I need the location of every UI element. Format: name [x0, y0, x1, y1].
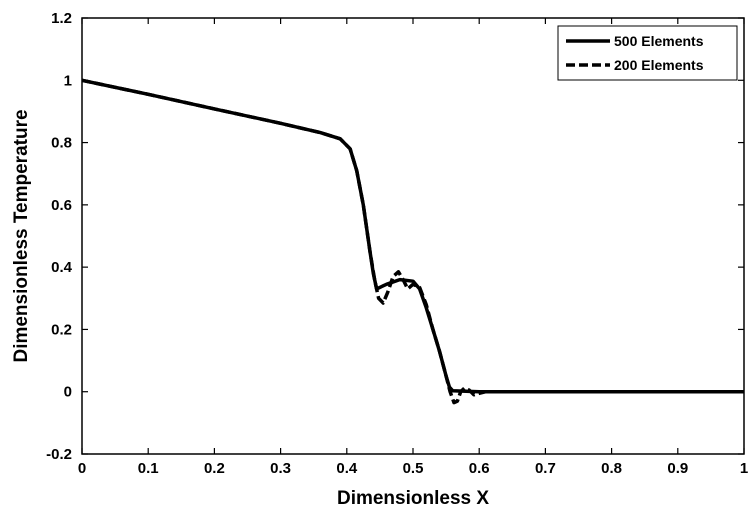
plot-area	[81, 17, 745, 455]
y-axis: -0.2 0 0.2 0.4 0.6 0.8 1 1.2	[46, 10, 744, 463]
y-tick-label: 0.8	[51, 135, 72, 152]
y-tick-label: 0.2	[51, 321, 72, 338]
series-line-500-elements	[81, 78, 744, 394]
legend: 500 Elements 200 Elements	[557, 25, 738, 81]
series-layer	[81, 78, 744, 405]
x-tick-label: 0.2	[204, 460, 225, 477]
x-tick-label: 0.8	[601, 460, 622, 477]
x-tick-label: 0	[78, 460, 86, 477]
x-axis-title: Dimensionless X	[337, 488, 489, 509]
y-tick-label: 0.6	[51, 197, 72, 214]
legend-box	[557, 25, 738, 81]
legend-label-500-elements: 500 Elements	[614, 33, 704, 49]
x-tick-label: 0.1	[138, 460, 159, 477]
x-tick-label: 0.9	[667, 460, 688, 477]
x-tick-label: 0.6	[469, 460, 490, 477]
x-tick-label: 0.3	[270, 460, 291, 477]
x-tick-label: 0.5	[403, 460, 424, 477]
y-tick-label: 0.4	[51, 259, 73, 276]
x-tick-label: 1	[740, 460, 748, 477]
x-tick-label: 0.7	[535, 460, 556, 477]
y-tick-label: -0.2	[46, 446, 72, 463]
legend-label-200-elements: 200 Elements	[614, 57, 704, 73]
x-axis: 0 0.1 0.2 0.3 0.4 0.5 0.6 0.7 0.8 0.9 1	[78, 18, 748, 477]
y-axis-title: Dimensionless Temperature	[11, 109, 32, 362]
y-tick-label: 1.2	[51, 10, 72, 27]
x-tick-label: 0.4	[336, 460, 358, 477]
y-tick-label: 1	[64, 72, 72, 89]
y-tick-label: 0	[64, 384, 72, 401]
